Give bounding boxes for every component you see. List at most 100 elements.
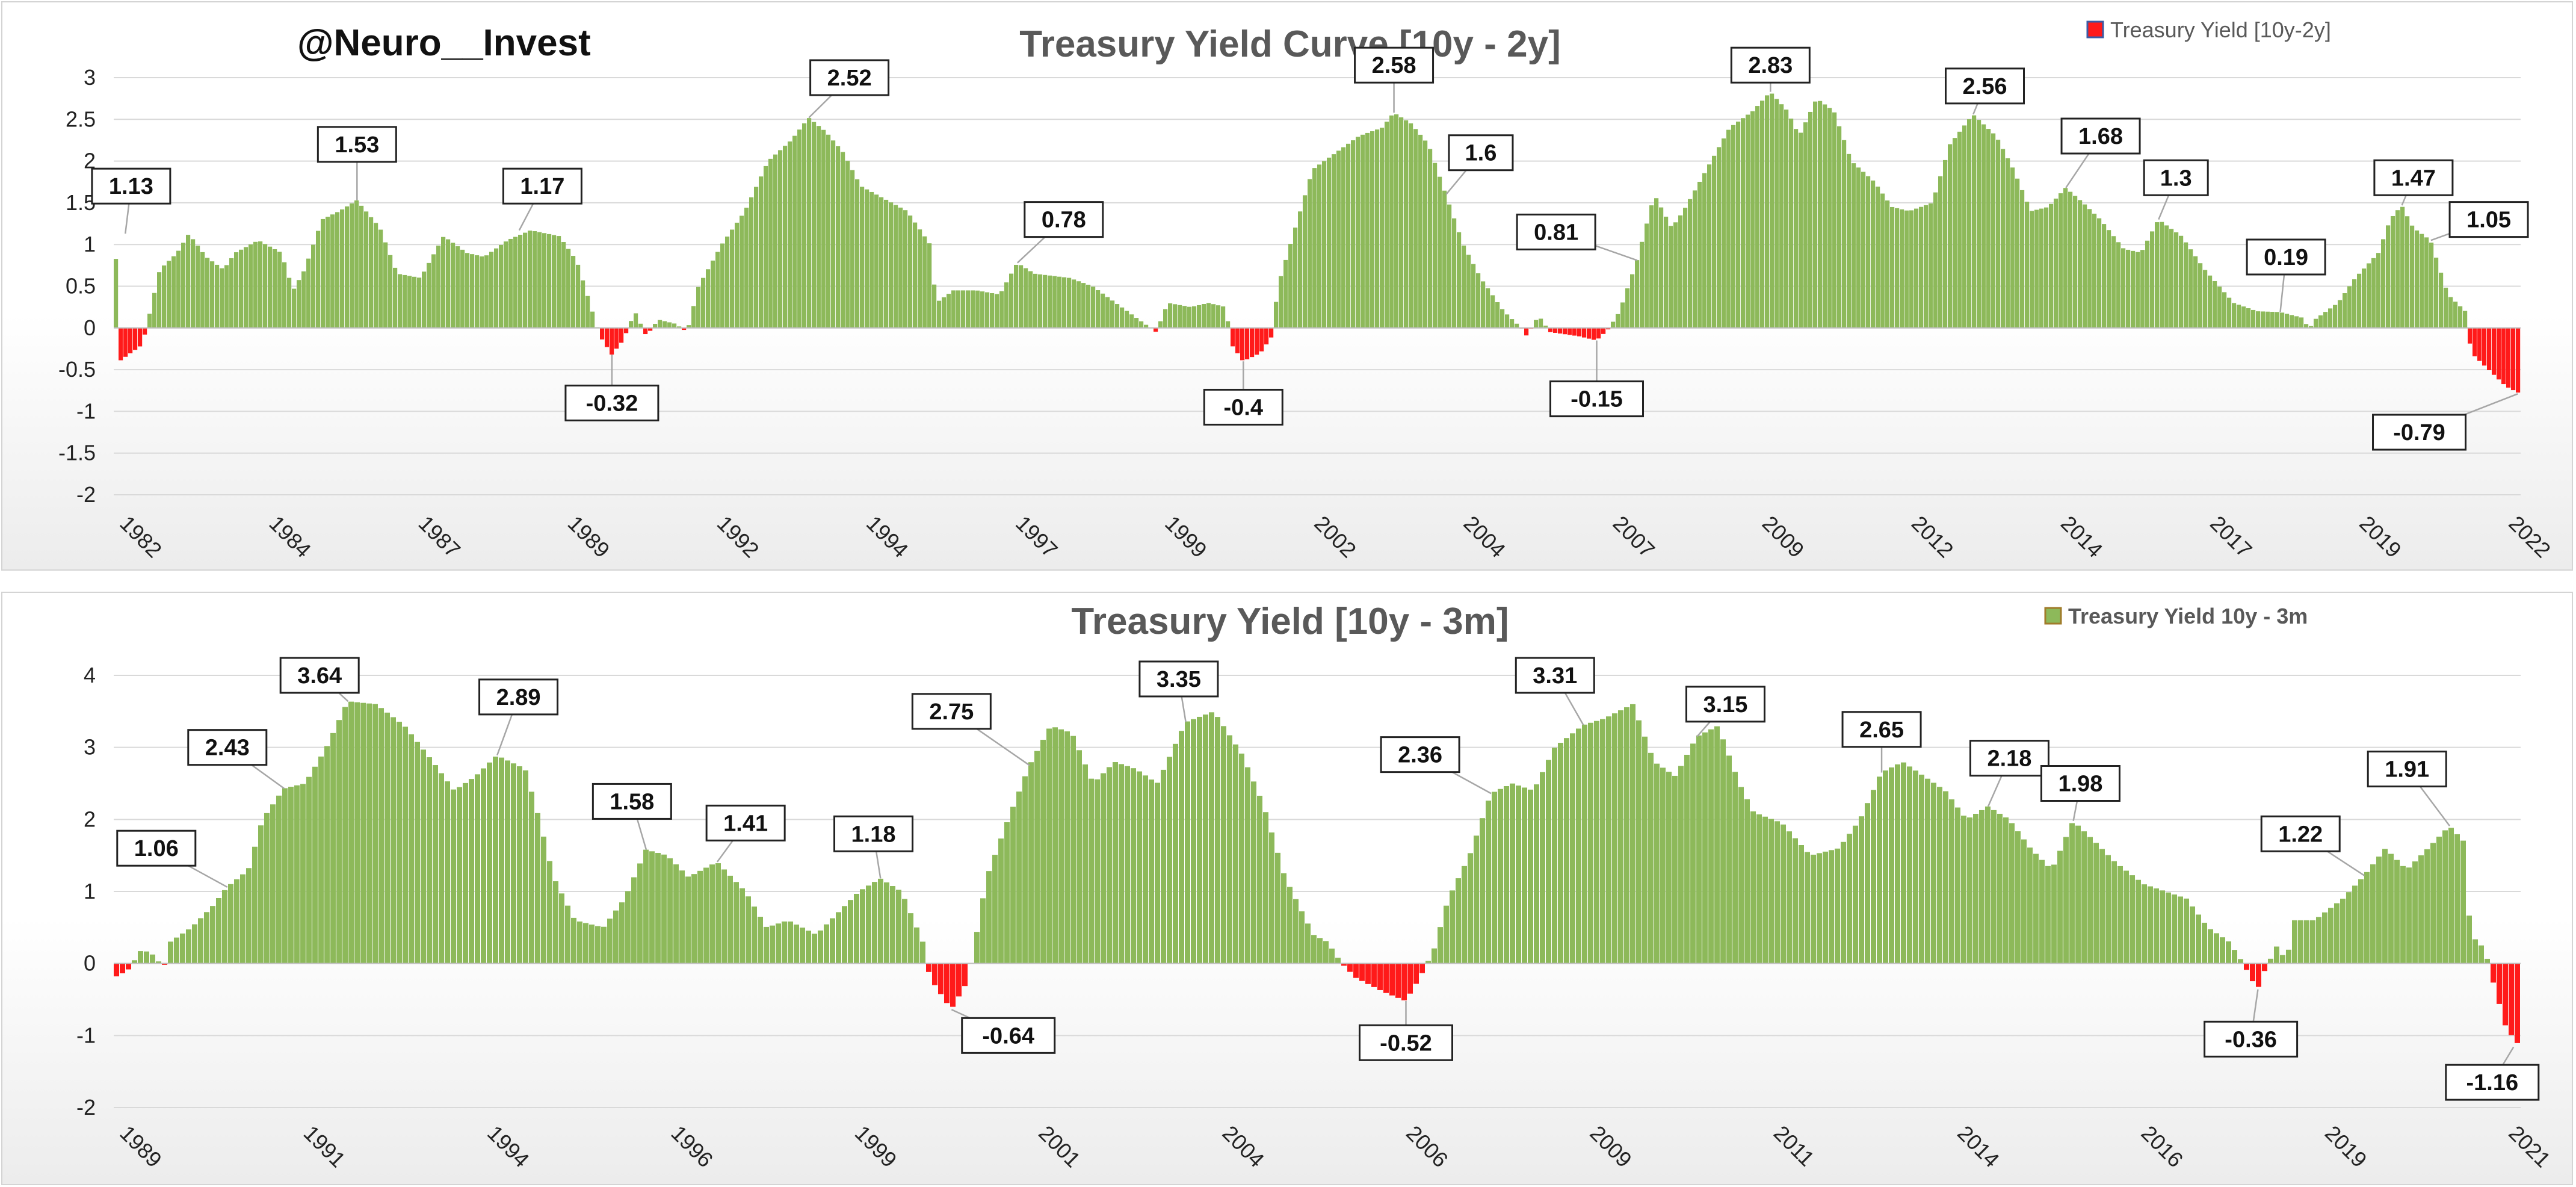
bar [215, 264, 220, 328]
bar [937, 300, 942, 328]
bar [855, 179, 860, 328]
bar [1895, 764, 1900, 964]
bar [1803, 122, 1808, 328]
bar [649, 851, 655, 964]
bar [1570, 733, 1575, 964]
callout-label: -0.15 [1571, 387, 1623, 412]
bar [2460, 840, 2466, 964]
bar [176, 250, 181, 328]
bar [2491, 963, 2496, 983]
bar [1636, 720, 1642, 964]
bar [1481, 281, 1486, 328]
bar [1842, 140, 1847, 328]
x-tick-label: 1999 [1160, 511, 1212, 563]
bar [1813, 101, 1818, 328]
callout-label: 1.3 [2160, 166, 2192, 191]
bar [1913, 770, 1918, 964]
bar [276, 795, 282, 964]
bar [1353, 963, 1359, 978]
bar [1158, 321, 1163, 328]
bar [397, 722, 402, 964]
bar [607, 919, 613, 964]
bar [1394, 114, 1399, 328]
bar [2280, 955, 2285, 964]
callout-label: 2.43 [205, 736, 250, 761]
callout-box [809, 59, 890, 96]
bar [932, 963, 937, 985]
bar [797, 129, 802, 328]
bar [836, 912, 841, 964]
callout-label: 1.47 [2391, 166, 2436, 191]
callout-label: 2.83 [1748, 53, 1793, 78]
bar [1275, 852, 1280, 964]
callout-label: 1.6 [1465, 141, 1497, 166]
callout-label: 1.91 [2385, 757, 2429, 783]
bar [1089, 778, 1094, 964]
bar [1052, 727, 1058, 964]
bar [2394, 860, 2400, 964]
bar [788, 141, 792, 328]
callout-box [317, 126, 397, 163]
bar [216, 898, 221, 964]
bar [1967, 817, 1972, 964]
bar [2136, 252, 2140, 328]
bar [2021, 839, 2027, 964]
bar [869, 191, 874, 328]
bar [369, 217, 374, 328]
bar [350, 203, 354, 328]
x-tick-label: 2001 [1034, 1121, 1086, 1173]
bar [2150, 231, 2155, 328]
bar [986, 871, 992, 964]
bar [2418, 855, 2424, 964]
bar [1558, 327, 1563, 334]
bar [566, 249, 571, 328]
bar [246, 868, 252, 964]
bar [687, 325, 691, 328]
bar [523, 770, 528, 964]
bar [559, 893, 564, 964]
bar [2130, 875, 2135, 964]
callout-label: -0.64 [982, 1023, 1034, 1049]
bar [210, 261, 215, 328]
bar [2015, 178, 2020, 328]
bar [927, 243, 932, 328]
bar [1957, 131, 1962, 328]
bar [1818, 101, 1823, 328]
bar [2376, 253, 2381, 328]
bar [1125, 766, 1130, 964]
bar [1155, 783, 1160, 964]
bar [995, 294, 999, 328]
bar [1178, 305, 1182, 328]
bar [677, 326, 682, 328]
callout-box [2246, 238, 2326, 276]
bar [1389, 963, 1395, 996]
callout-box [91, 167, 171, 205]
bar [831, 140, 836, 328]
bar [1139, 321, 1144, 328]
callout-box [2143, 159, 2209, 196]
bar [1997, 813, 2003, 964]
bar [770, 925, 775, 964]
bar [2262, 963, 2267, 972]
bar [1264, 327, 1269, 345]
callout-label: 2.52 [827, 66, 872, 91]
bar [249, 244, 253, 328]
bar [1708, 729, 1714, 964]
bar [198, 918, 203, 964]
bar [1847, 153, 1852, 328]
bar [228, 884, 233, 964]
bar [2003, 817, 2009, 964]
bar [2226, 941, 2231, 964]
bar [1931, 783, 1936, 964]
bar [1736, 122, 1741, 328]
bar [2463, 311, 2468, 328]
bar [971, 290, 975, 328]
callout-label: 1.22 [2278, 822, 2323, 847]
x-tick-label: 1999 [850, 1121, 902, 1173]
bar [2466, 916, 2472, 964]
bar [2386, 225, 2391, 328]
bar [896, 890, 901, 964]
bar [171, 256, 176, 328]
bar [1690, 743, 1696, 964]
bar [433, 765, 438, 964]
